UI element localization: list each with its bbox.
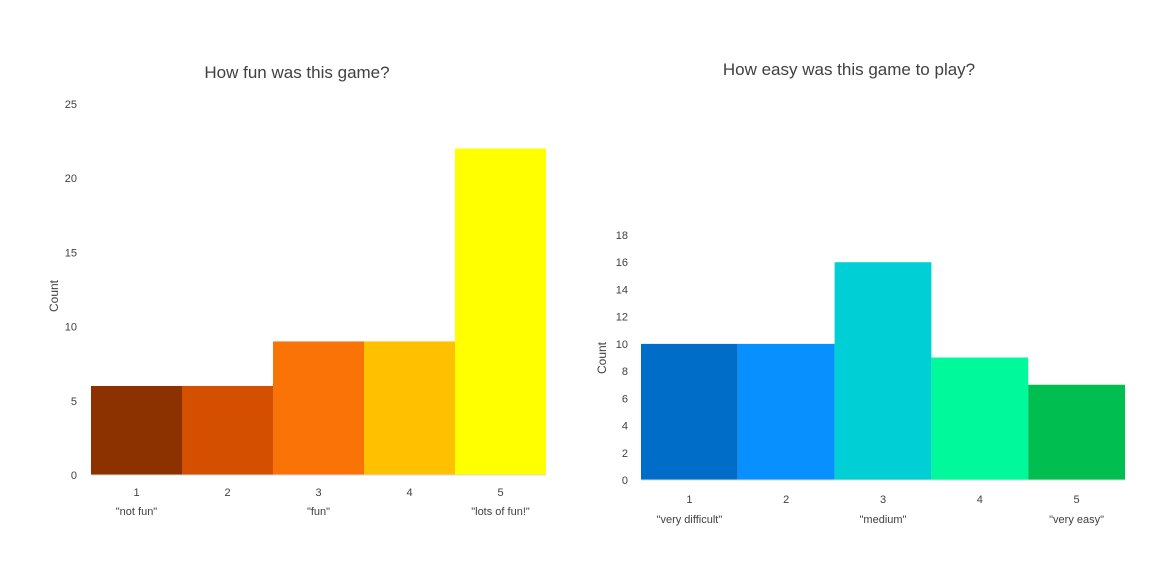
fun-chart-y-tick-label: 5 bbox=[71, 396, 77, 408]
easy-chart-bars bbox=[641, 262, 1125, 480]
fun-chart-x-sublabel: "lots of fun!" bbox=[471, 506, 530, 518]
easy-chart-y-tick-label: 0 bbox=[622, 475, 628, 487]
fun-chart-x-labels: 1 "not fun" 2 3 "fun" 4 5 "lots of fun!" bbox=[116, 487, 530, 518]
easy-chart-y-axis-title: Count bbox=[595, 341, 609, 374]
fun-chart-bar-3 bbox=[273, 341, 364, 475]
fun-chart-y-tick-label: 20 bbox=[65, 173, 77, 185]
easy-chart-y-tick-label: 12 bbox=[616, 312, 628, 324]
fun-chart-y-tick-label: 15 bbox=[65, 247, 77, 259]
easy-chart-y-tick-label: 10 bbox=[616, 339, 628, 351]
easy-chart-bar-3 bbox=[834, 262, 932, 480]
easy-chart: How easy was this game to play? Count 0 2… bbox=[595, 60, 1125, 526]
fun-chart-bar-5 bbox=[455, 148, 546, 475]
easy-chart-x-tick-label: 1 bbox=[686, 494, 692, 506]
fun-chart-bars bbox=[91, 148, 546, 475]
easy-chart-title: How easy was this game to play? bbox=[723, 60, 975, 79]
fun-chart-x-sublabel: "fun" bbox=[307, 506, 330, 518]
easy-chart-y-tick-label: 2 bbox=[622, 448, 628, 460]
easy-chart-x-tick-label: 5 bbox=[1074, 494, 1080, 506]
fun-chart-x-tick-label: 4 bbox=[406, 487, 412, 499]
easy-chart-bar-1 bbox=[641, 343, 738, 480]
easy-chart-x-tick-label: 4 bbox=[977, 494, 983, 506]
easy-chart-x-sublabel: "very easy" bbox=[1049, 514, 1104, 526]
easy-chart-y-tick-label: 6 bbox=[622, 393, 628, 405]
fun-chart-bar-4 bbox=[364, 341, 455, 475]
fun-chart-y-tick-label: 25 bbox=[65, 99, 77, 111]
fun-chart: How fun was this game? Count 0510152025 … bbox=[47, 63, 546, 518]
easy-chart-x-sublabel: "medium" bbox=[860, 514, 907, 526]
fun-chart-x-tick-label: 5 bbox=[497, 487, 503, 499]
fun-chart-bar-1 bbox=[91, 385, 182, 475]
fun-chart-y-ticks: 0 5 10 15 20 25 bbox=[65, 99, 77, 482]
easy-chart-y-tick-label: 16 bbox=[616, 257, 628, 269]
fun-chart-x-sublabel: "not fun" bbox=[116, 506, 158, 518]
easy-chart-bar-4 bbox=[931, 357, 1029, 480]
easy-chart-bar-2 bbox=[737, 343, 835, 480]
easy-chart-x-sublabel: "very difficult" bbox=[657, 514, 723, 526]
fun-chart-title: How fun was this game? bbox=[204, 63, 389, 82]
fun-chart-y-tick-label: 10 bbox=[65, 322, 77, 334]
fun-chart-y-tick-label: 0 bbox=[71, 470, 77, 482]
easy-chart-y-tick-label: 18 bbox=[616, 230, 628, 242]
easy-chart-x-labels: 1 "very difficult" 2 3 "medium" 4 5 "very easy" bbox=[657, 494, 1105, 526]
easy-chart-y-tick-label: 8 bbox=[622, 366, 628, 378]
easy-chart-y-tick-label: 14 bbox=[616, 284, 628, 296]
fun-chart-x-tick-label: 1 bbox=[133, 487, 139, 499]
easy-chart-y-ticks: 0 2 4 6 8 10 12 14 16 18 bbox=[616, 230, 628, 487]
easy-chart-x-tick-label: 2 bbox=[783, 494, 789, 506]
easy-chart-y-tick-label: 4 bbox=[622, 421, 628, 433]
easy-chart-bar-5 bbox=[1028, 384, 1125, 480]
easy-chart-x-tick-label: 3 bbox=[880, 494, 886, 506]
fun-chart-x-tick-label: 2 bbox=[224, 487, 230, 499]
fun-chart-bar-2 bbox=[182, 385, 273, 475]
fun-chart-y-axis-title: Count bbox=[47, 279, 61, 312]
fun-chart-x-tick-label: 3 bbox=[315, 487, 321, 499]
